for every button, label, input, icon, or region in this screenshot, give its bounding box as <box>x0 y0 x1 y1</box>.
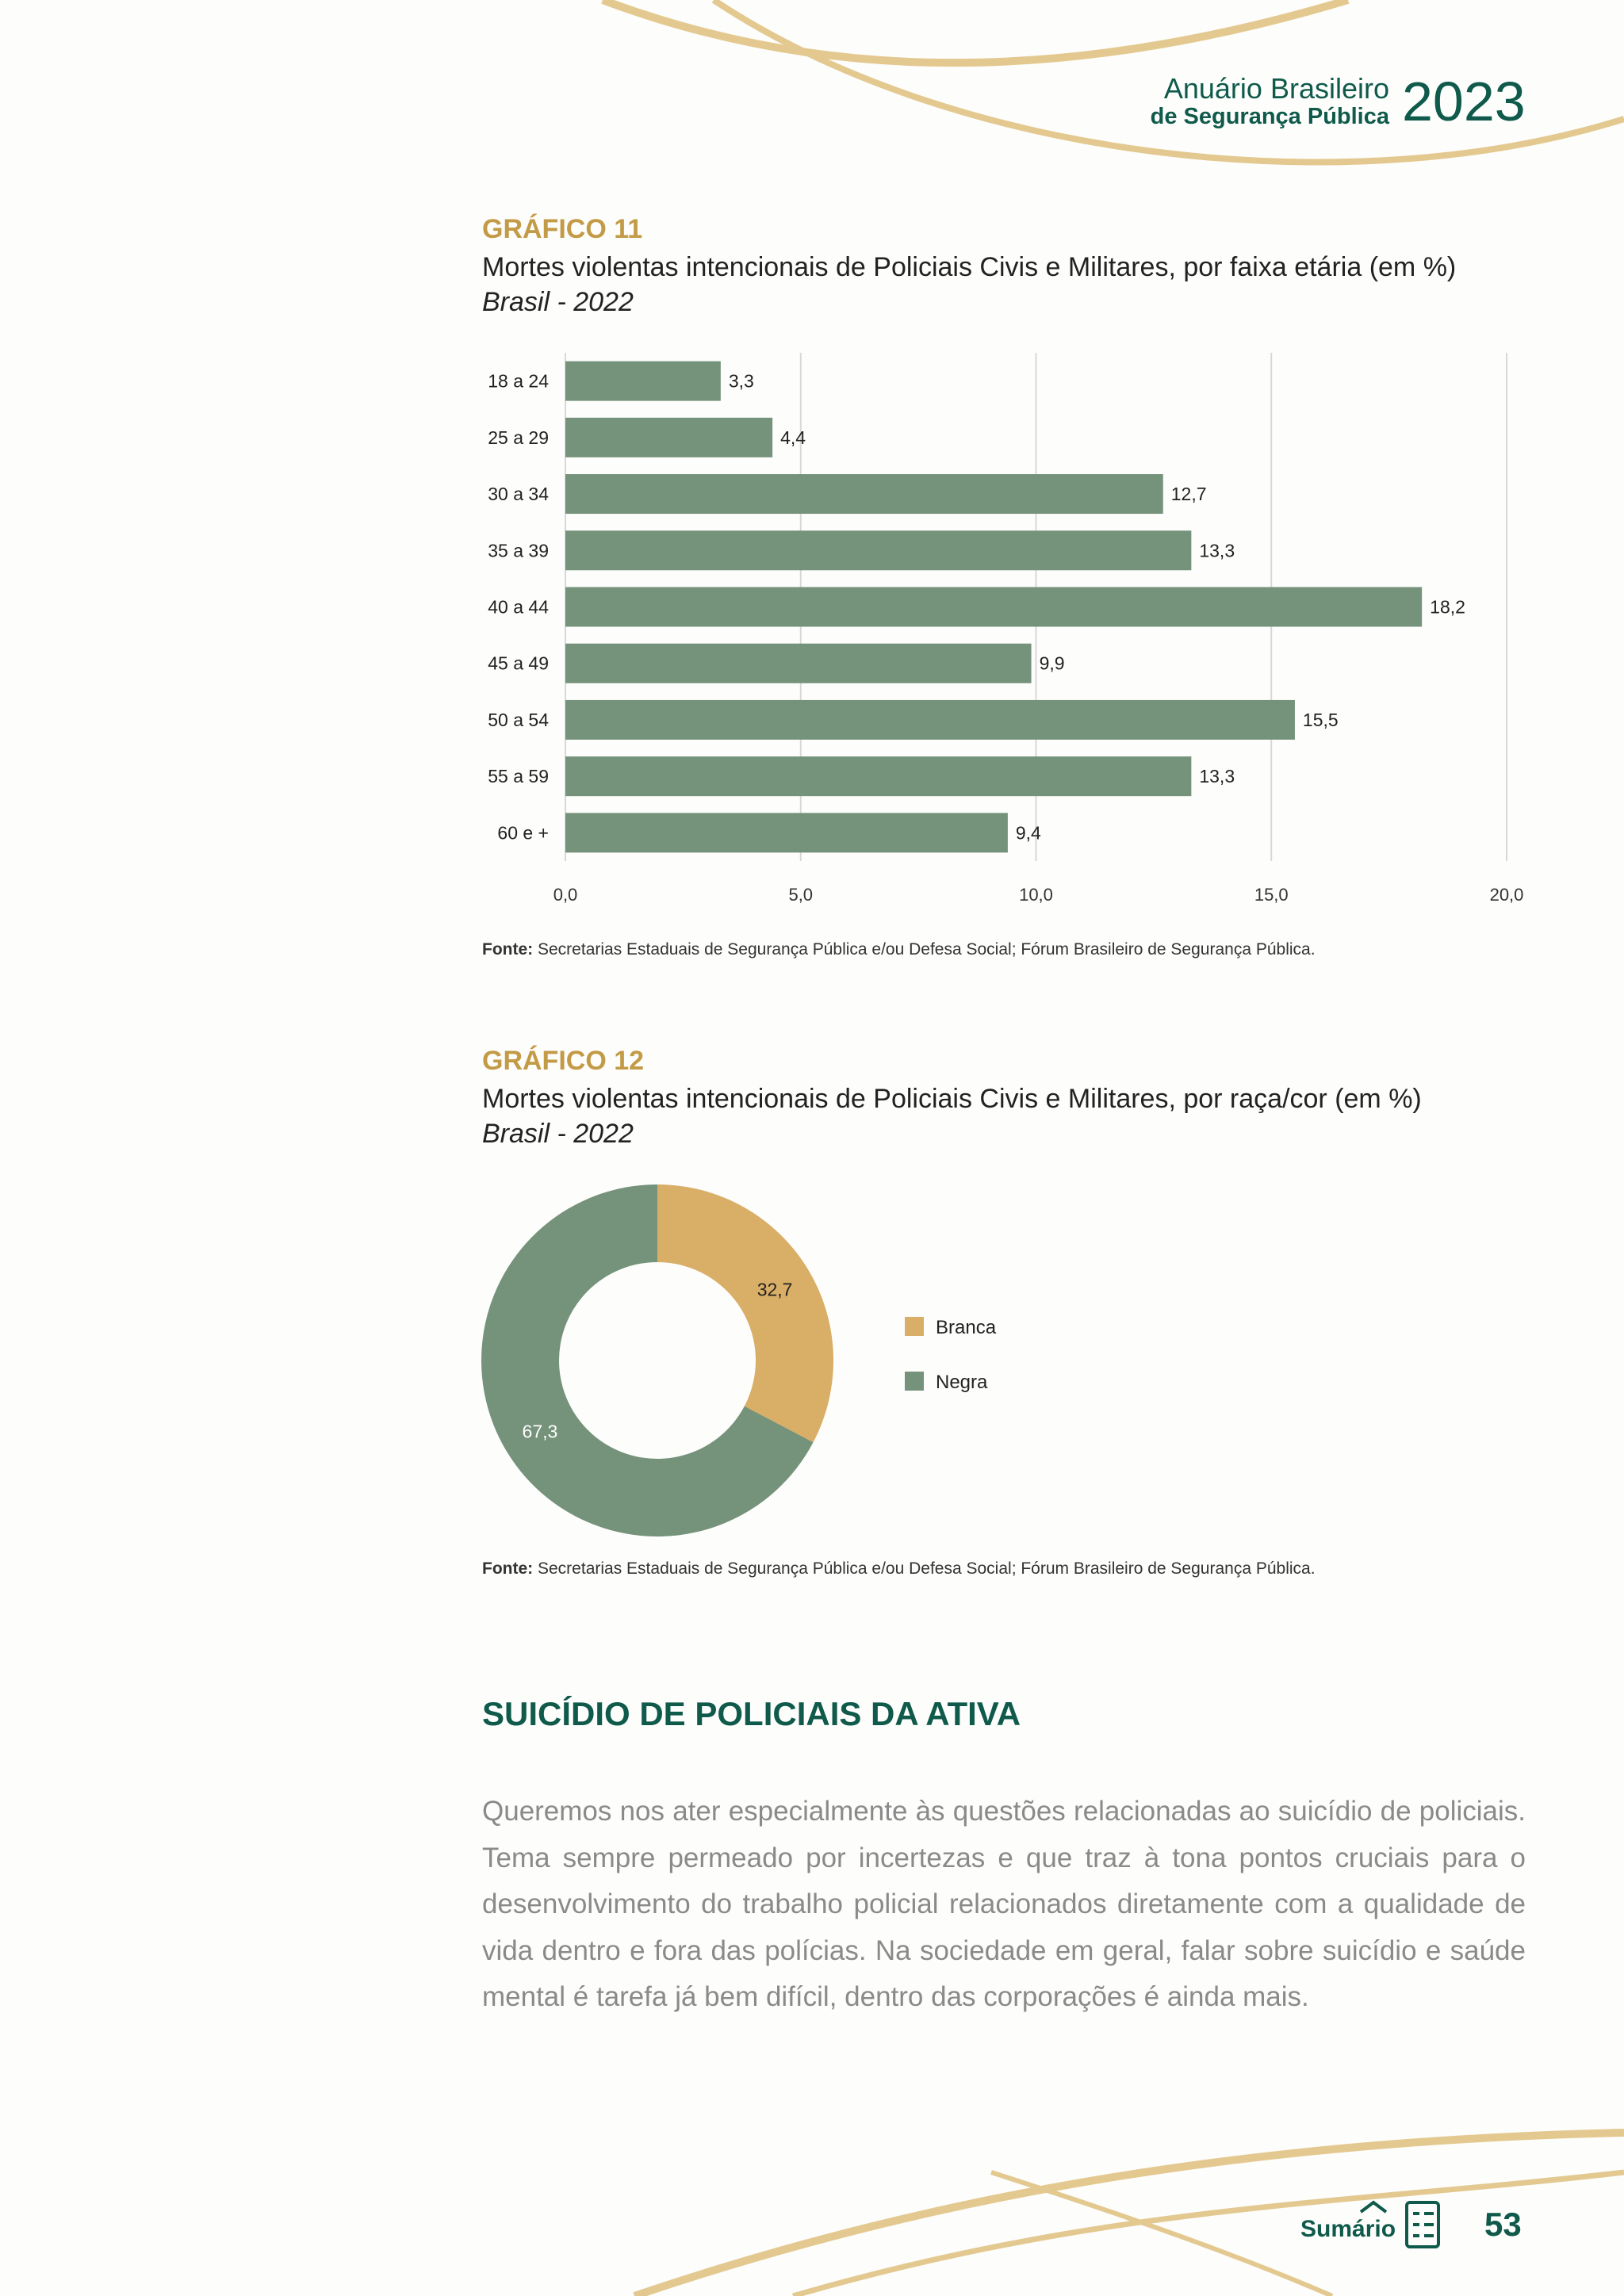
swoosh <box>601 0 1350 67</box>
value-label: 32,7 <box>757 1280 793 1300</box>
charts: 0,0 5,0 10,0 15,0 20,0 18 a 24 3,3 25 a 29 4,4 30… <box>481 353 1524 1537</box>
y-tick-label: 60 e + <box>497 822 549 843</box>
source-label: Fonte: <box>482 1559 534 1578</box>
y-tick-label: 25 a 29 <box>488 427 549 448</box>
value-label: 4,4 <box>780 427 806 448</box>
value-label: 12,7 <box>1171 484 1207 504</box>
y-tick-label: 35 a 39 <box>488 540 549 561</box>
value-label: 15,5 <box>1303 710 1339 730</box>
section-heading: SUICÍDIO DE POLICIAIS DA ATIVA <box>482 1695 1021 1732</box>
value-label: 13,3 <box>1199 540 1235 561</box>
donut-slice <box>657 1184 833 1443</box>
bar <box>565 587 1423 627</box>
chart-label: GRÁFICO 12 <box>482 1046 645 1076</box>
bar <box>565 530 1192 571</box>
swoosh <box>792 2169 1624 2296</box>
bar <box>565 417 773 457</box>
y-tick-label: 45 a 49 <box>488 653 549 674</box>
legend-swatch <box>905 1317 924 1336</box>
section-paragraph: Queremos nos ater especialmente às quest… <box>482 1796 1526 2012</box>
value-label: 3,3 <box>729 371 754 392</box>
chart-label: GRÁFICO 11 <box>482 214 643 244</box>
source: Fonte: Secretarias Estaduais de Seguranç… <box>482 1559 1316 1578</box>
y-tick-label: 18 a 24 <box>488 371 549 392</box>
x-tick-label: 10,0 <box>1019 885 1053 905</box>
donut-slice <box>481 1184 814 1537</box>
chevron <box>1359 2200 1388 2214</box>
y-tick-label: 30 a 34 <box>488 484 549 504</box>
header-year: 2023 <box>1402 71 1526 132</box>
source: Fonte: Secretarias Estaduais de Seguranç… <box>482 940 1316 959</box>
source-text: Secretarias Estaduais de Segurança Públi… <box>538 940 1316 959</box>
x-tick-label: 0,0 <box>553 885 578 905</box>
bar <box>565 699 1295 740</box>
swoosh <box>990 2170 1334 2296</box>
swoosh <box>633 2129 1624 2296</box>
source-text: Secretarias Estaduais de Segurança Públi… <box>538 1559 1316 1578</box>
value-label: 9,4 <box>1016 822 1041 843</box>
x-tick-label: 5,0 <box>788 885 813 905</box>
source-label: Fonte: <box>482 940 534 959</box>
bar <box>565 813 1008 853</box>
chart-title: Mortes violentas intencionais de Policia… <box>482 252 1457 282</box>
legend-label: Negra <box>936 1372 988 1393</box>
chart-title: Mortes violentas intencionais de Policia… <box>482 1084 1422 1114</box>
chart-subtitle: Brasil - 2022 <box>482 287 634 317</box>
chart-subtitle: Brasil - 2022 <box>482 1119 634 1149</box>
y-tick-label: 55 a 59 <box>488 766 549 786</box>
bar <box>565 643 1032 683</box>
bar <box>565 474 1163 515</box>
swoosh <box>711 0 1624 166</box>
page-number: 53 <box>1484 2206 1522 2243</box>
bar <box>565 361 721 401</box>
y-tick-label: 50 a 54 <box>488 710 549 730</box>
value-label: 13,3 <box>1199 766 1235 786</box>
y-tick-label: 40 a 44 <box>488 597 549 618</box>
doc-lines <box>1413 2212 1434 2237</box>
value-label: 18,2 <box>1430 597 1465 618</box>
legend-swatch <box>905 1372 924 1391</box>
x-tick-label: 20,0 <box>1490 885 1524 905</box>
header-line1: Anuário Brasileiro <box>1163 72 1389 105</box>
header-line2: de Segurança Pública <box>1150 104 1389 129</box>
legend-label: Branca <box>936 1317 997 1338</box>
value-label: 67,3 <box>523 1421 558 1441</box>
doc-icon <box>1405 2201 1440 2248</box>
x-tick-label: 15,0 <box>1254 885 1289 905</box>
summary-icon[interactable] <box>1356 2195 1451 2258</box>
bar <box>565 756 1192 797</box>
summary-link[interactable]: Sumário <box>1300 2216 1396 2242</box>
value-label: 9,9 <box>1040 653 1065 674</box>
header: Anuário Brasileiro de Segurança Pública <box>1150 72 1389 129</box>
